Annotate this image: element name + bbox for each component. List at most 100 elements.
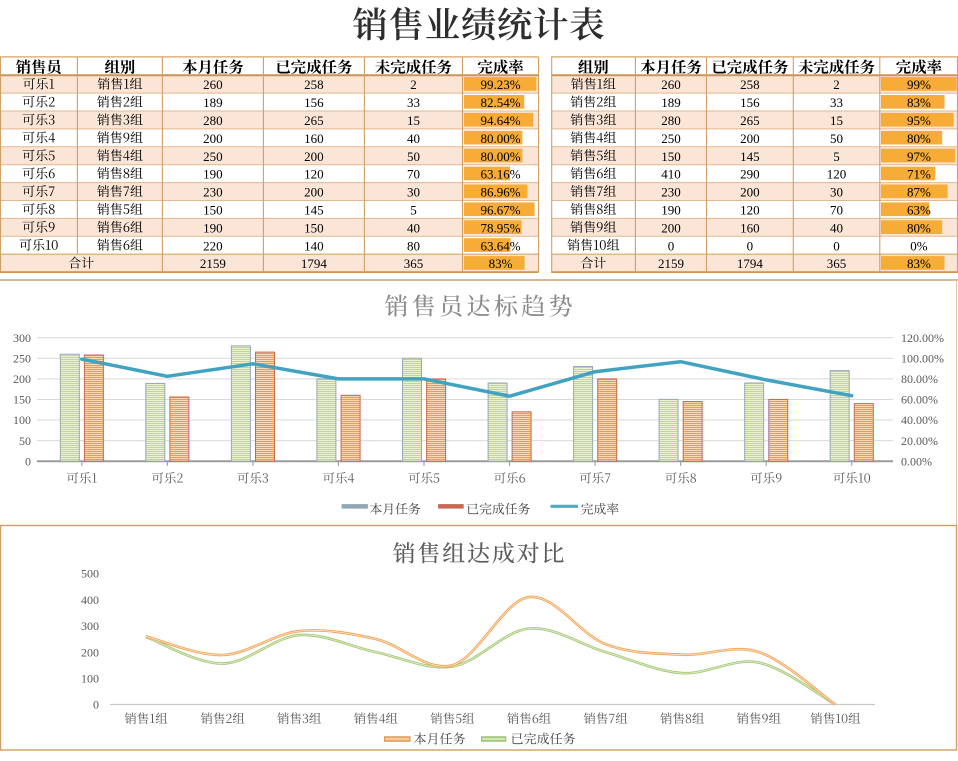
svg-text:190: 190: [203, 220, 223, 235]
svg-text:0: 0: [25, 454, 31, 468]
svg-text:63%: 63%: [907, 203, 931, 218]
svg-text:160: 160: [304, 131, 324, 146]
svg-text:120.00%: 120.00%: [901, 331, 944, 345]
svg-text:63.16%: 63.16%: [480, 167, 520, 182]
svg-text:250: 250: [661, 131, 681, 146]
svg-text:120: 120: [740, 203, 760, 218]
svg-text:96.67%: 96.67%: [480, 203, 520, 218]
svg-text:80.00%: 80.00%: [480, 131, 520, 146]
svg-text:220: 220: [203, 238, 223, 253]
svg-text:80.00%: 80.00%: [480, 149, 520, 164]
svg-text:86.96%: 86.96%: [480, 185, 520, 200]
svg-text:100: 100: [13, 413, 31, 427]
svg-text:2159: 2159: [200, 256, 226, 271]
svg-text:50: 50: [407, 149, 420, 164]
svg-text:156: 156: [304, 95, 324, 110]
svg-text:200: 200: [740, 131, 760, 146]
svg-text:70: 70: [407, 167, 420, 182]
svg-text:2: 2: [833, 77, 840, 92]
svg-text:1794: 1794: [301, 256, 328, 271]
svg-text:30: 30: [830, 185, 843, 200]
svg-text:40.00%: 40.00%: [901, 413, 938, 427]
svg-text:150: 150: [304, 220, 324, 235]
svg-text:83%: 83%: [907, 256, 931, 271]
svg-text:365: 365: [404, 256, 424, 271]
svg-text:258: 258: [304, 77, 324, 92]
svg-text:280: 280: [203, 113, 223, 128]
svg-text:120: 120: [827, 167, 847, 182]
svg-text:0: 0: [833, 238, 840, 253]
svg-text:15: 15: [830, 113, 843, 128]
svg-text:40: 40: [407, 220, 420, 235]
svg-text:87%: 87%: [907, 185, 931, 200]
svg-text:40: 40: [830, 220, 843, 235]
svg-text:200: 200: [13, 372, 31, 386]
svg-text:258: 258: [740, 77, 760, 92]
svg-text:80%: 80%: [907, 220, 931, 235]
svg-text:80.00%: 80.00%: [901, 372, 938, 386]
svg-text:0: 0: [93, 698, 99, 712]
svg-text:500: 500: [81, 567, 99, 581]
svg-text:2: 2: [410, 77, 417, 92]
svg-text:200: 200: [304, 149, 324, 164]
svg-text:189: 189: [661, 95, 681, 110]
svg-text:0: 0: [668, 238, 675, 253]
svg-text:145: 145: [740, 149, 760, 164]
svg-text:400: 400: [81, 593, 99, 607]
svg-text:410: 410: [661, 167, 681, 182]
svg-text:1794: 1794: [737, 256, 764, 271]
svg-text:300: 300: [81, 619, 99, 633]
svg-text:200: 200: [661, 220, 681, 235]
svg-text:160: 160: [740, 220, 760, 235]
svg-text:0: 0: [747, 238, 754, 253]
svg-text:150: 150: [203, 203, 223, 218]
svg-text:265: 265: [304, 113, 324, 128]
svg-text:145: 145: [304, 203, 324, 218]
svg-text:189: 189: [203, 95, 223, 110]
svg-text:60.00%: 60.00%: [901, 393, 938, 407]
svg-text:95%: 95%: [907, 113, 931, 128]
svg-text:99.23%: 99.23%: [480, 77, 520, 92]
svg-text:300: 300: [13, 331, 31, 345]
svg-text:250: 250: [203, 149, 223, 164]
svg-text:0.00%: 0.00%: [901, 454, 932, 468]
svg-text:94.64%: 94.64%: [480, 113, 520, 128]
svg-text:63.64%: 63.64%: [480, 238, 520, 253]
svg-text:190: 190: [203, 167, 223, 182]
svg-text:2159: 2159: [658, 256, 684, 271]
svg-text:200: 200: [81, 645, 99, 659]
svg-text:290: 290: [740, 167, 760, 182]
svg-text:30: 30: [407, 185, 420, 200]
svg-text:50: 50: [830, 131, 843, 146]
svg-text:150: 150: [661, 149, 681, 164]
svg-text:83%: 83%: [907, 95, 931, 110]
svg-text:5: 5: [833, 149, 840, 164]
svg-text:50: 50: [19, 434, 31, 448]
svg-text:99%: 99%: [907, 77, 931, 92]
svg-text:100: 100: [81, 672, 99, 686]
svg-text:0%: 0%: [910, 238, 928, 253]
svg-text:190: 190: [661, 203, 681, 218]
svg-text:80: 80: [407, 238, 420, 253]
svg-text:71%: 71%: [907, 167, 931, 182]
svg-text:200: 200: [304, 185, 324, 200]
svg-text:280: 280: [661, 113, 681, 128]
svg-text:156: 156: [740, 95, 760, 110]
svg-text:200: 200: [203, 131, 223, 146]
svg-text:230: 230: [203, 185, 223, 200]
svg-text:80%: 80%: [907, 131, 931, 146]
svg-text:33: 33: [407, 95, 420, 110]
svg-text:83%: 83%: [489, 256, 513, 271]
svg-text:97%: 97%: [907, 149, 931, 164]
svg-text:120: 120: [304, 167, 324, 182]
svg-text:260: 260: [203, 77, 223, 92]
svg-text:150: 150: [13, 393, 31, 407]
svg-text:15: 15: [407, 113, 420, 128]
svg-text:230: 230: [661, 185, 681, 200]
svg-text:5: 5: [410, 203, 417, 218]
svg-text:33: 33: [830, 95, 843, 110]
svg-text:250: 250: [13, 351, 31, 365]
svg-text:100.00%: 100.00%: [901, 351, 944, 365]
svg-text:140: 140: [304, 238, 324, 253]
svg-text:200: 200: [740, 185, 760, 200]
